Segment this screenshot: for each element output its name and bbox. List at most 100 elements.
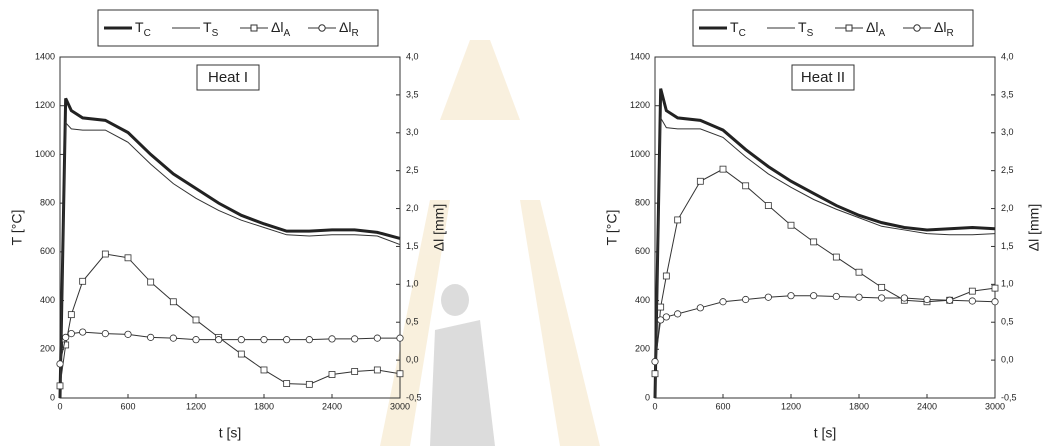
y-tick-label: 600 <box>635 246 650 256</box>
y2-axis-label: Δl [mm] <box>1026 204 1042 251</box>
point-marker <box>658 304 664 310</box>
y2-tick-label: 0,0 <box>1001 354 1014 364</box>
series-line <box>60 98 400 398</box>
y2-tick-label: 3,0 <box>1001 127 1014 137</box>
point-marker <box>720 166 726 172</box>
point-marker <box>992 299 998 305</box>
point-marker <box>833 293 839 299</box>
point-marker <box>306 336 312 342</box>
y2-tick-label: 2,0 <box>406 203 419 213</box>
y2-tick-label: 1,5 <box>1001 241 1014 251</box>
legend-subscript: R <box>351 28 358 39</box>
point-marker <box>742 296 748 302</box>
y2-tick-label: 4,0 <box>406 51 419 61</box>
x-tick-label: 1200 <box>186 401 206 411</box>
point-marker <box>879 284 885 290</box>
legend-subscript: R <box>946 28 953 39</box>
plot-frame <box>655 57 995 398</box>
legend-subscript: S <box>212 28 219 39</box>
point-marker <box>147 334 153 340</box>
point-marker <box>193 336 199 342</box>
point-marker <box>765 203 771 209</box>
figure: 0 600 1200 1800 2400 3000 0 200 400 600 800 1000 120… <box>0 0 1049 446</box>
point-marker <box>68 312 74 318</box>
point-marker <box>284 381 290 387</box>
series-line <box>60 332 400 364</box>
point-marker <box>697 178 703 184</box>
point-marker <box>924 296 930 302</box>
y-tick-label: 0 <box>645 392 650 402</box>
series-line <box>60 254 400 386</box>
point-marker <box>306 381 312 387</box>
point-marker <box>125 331 131 337</box>
point-marker <box>856 269 862 275</box>
y2-tick-label: 3,5 <box>1001 89 1014 99</box>
legend-name: Δl <box>271 19 283 35</box>
y-tick-label: 200 <box>40 344 55 354</box>
y-axis-label: T [°C] <box>9 210 25 246</box>
point-marker <box>238 351 244 357</box>
legend-marker <box>319 25 325 31</box>
legend-marker <box>251 25 257 31</box>
point-marker <box>170 299 176 305</box>
y-tick-label: 400 <box>635 295 650 305</box>
point-marker <box>352 368 358 374</box>
point-marker <box>765 294 771 300</box>
point-marker <box>720 299 726 305</box>
y2-tick-label: -0,5 <box>406 392 422 402</box>
point-marker <box>329 336 335 342</box>
point-marker <box>102 251 108 257</box>
y2-tick-label: 1,0 <box>406 279 419 289</box>
point-marker <box>102 330 108 336</box>
x-tick-label: 600 <box>715 401 730 411</box>
legend-subscript: C <box>144 28 151 39</box>
point-marker <box>878 295 884 301</box>
legend-marker <box>914 25 920 31</box>
x-tick-label: 1800 <box>254 401 274 411</box>
y-tick-label: 1400 <box>35 51 55 61</box>
point-marker <box>79 329 85 335</box>
point-marker <box>125 255 131 261</box>
point-marker <box>62 334 68 340</box>
y2-tick-label: 0,5 <box>406 317 419 327</box>
y-tick-label: 200 <box>635 344 650 354</box>
y2-tick-label: -0,5 <box>1001 392 1017 402</box>
legend-marker <box>846 25 852 31</box>
point-marker <box>329 372 335 378</box>
point-marker <box>397 371 403 377</box>
y2-tick-label: 0,5 <box>1001 317 1014 327</box>
plot-frame <box>60 57 400 398</box>
point-marker <box>788 293 794 299</box>
y-tick-label: 1000 <box>630 149 650 159</box>
point-marker <box>652 358 658 364</box>
y-tick-label: 400 <box>40 295 55 305</box>
point-marker <box>80 278 86 284</box>
x-tick-label: 1800 <box>849 401 869 411</box>
legend-name: Δl <box>934 19 946 35</box>
series-line <box>655 118 995 398</box>
y-tick-label: 1200 <box>35 100 55 110</box>
x-axis-label: t [s] <box>219 425 242 441</box>
point-marker <box>810 293 816 299</box>
point-marker <box>856 294 862 300</box>
y2-axis-label: Δl [mm] <box>431 204 447 251</box>
point-marker <box>788 222 794 228</box>
point-marker <box>193 317 199 323</box>
y-axis-label: T [°C] <box>604 210 620 246</box>
legend-name: Δl <box>866 19 878 35</box>
point-marker <box>674 311 680 317</box>
x-tick-label: 3000 <box>390 401 410 411</box>
point-marker <box>969 298 975 304</box>
point-marker <box>68 330 74 336</box>
y-tick-label: 800 <box>635 198 650 208</box>
x-axis-label: t [s] <box>814 425 837 441</box>
x-tick-label: 2400 <box>322 401 342 411</box>
chart: 0600120018002400300002004006008001000120… <box>9 10 447 441</box>
point-marker <box>57 383 63 389</box>
legend-subscript: C <box>739 28 746 39</box>
y-tick-label: 0 <box>50 392 55 402</box>
y2-tick-label: 3,0 <box>406 127 419 137</box>
y-tick-label: 600 <box>40 246 55 256</box>
y2-tick-label: 1,0 <box>1001 279 1014 289</box>
